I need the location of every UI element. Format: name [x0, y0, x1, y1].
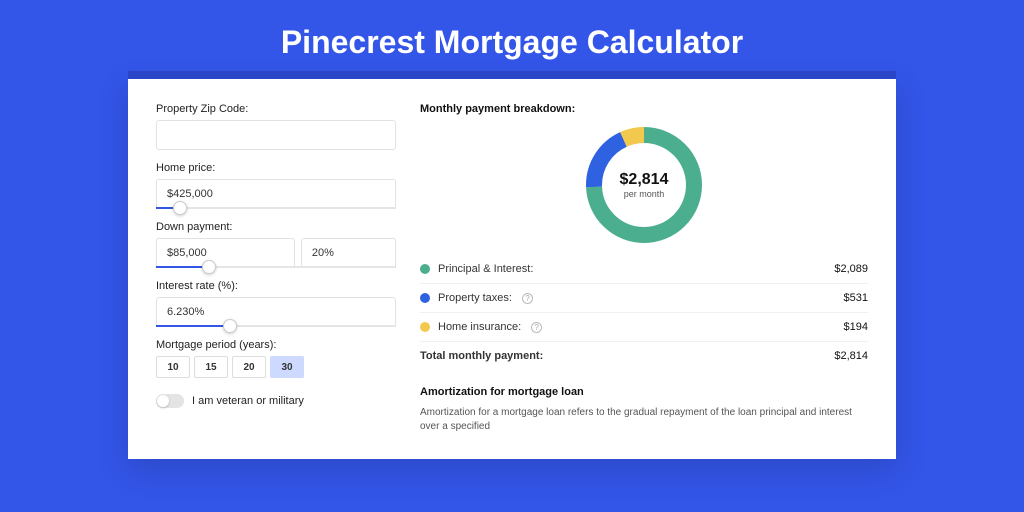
down-payment-amount-input[interactable] — [156, 238, 295, 268]
calculator-card: Property Zip Code: Home price: Down paym… — [128, 79, 896, 459]
home-price-slider-thumb[interactable] — [173, 201, 187, 215]
period-button-15[interactable]: 15 — [194, 356, 228, 378]
donut-amount: $2,814 — [620, 171, 669, 189]
zip-input[interactable] — [156, 120, 396, 150]
interest-rate-field-group: Interest rate (%): — [156, 280, 396, 327]
help-icon[interactable]: ? — [531, 322, 542, 333]
down-payment-percent-input[interactable] — [301, 238, 396, 268]
legend-row-ins: Home insurance: ? $194 — [420, 313, 868, 342]
legend-row-pi: Principal & Interest: $2,089 — [420, 255, 868, 284]
breakdown-legend: Principal & Interest: $2,089Property tax… — [420, 255, 868, 342]
interest-rate-label: Interest rate (%): — [156, 280, 396, 292]
home-price-input[interactable] — [156, 179, 396, 209]
veteran-toggle-label: I am veteran or military — [192, 395, 304, 407]
breakdown-column: Monthly payment breakdown: $2,814 per mo… — [420, 103, 868, 459]
mortgage-period-label: Mortgage period (years): — [156, 339, 396, 351]
donut-center: $2,814 per month — [584, 125, 704, 245]
total-row: Total monthly payment: $2,814 — [420, 342, 868, 370]
help-icon[interactable]: ? — [522, 293, 533, 304]
legend-value: $2,089 — [834, 263, 868, 275]
zip-label: Property Zip Code: — [156, 103, 396, 115]
home-price-slider[interactable] — [156, 207, 396, 209]
veteran-toggle-row: I am veteran or military — [156, 394, 396, 408]
period-button-30[interactable]: 30 — [270, 356, 304, 378]
home-price-field-group: Home price: — [156, 162, 396, 209]
period-button-10[interactable]: 10 — [156, 356, 190, 378]
home-price-label: Home price: — [156, 162, 396, 174]
period-button-20[interactable]: 20 — [232, 356, 266, 378]
form-column: Property Zip Code: Home price: Down paym… — [156, 103, 396, 459]
down-payment-slider[interactable] — [156, 266, 396, 268]
interest-rate-slider[interactable] — [156, 325, 396, 327]
total-value: $2,814 — [834, 350, 868, 362]
donut-sub: per month — [624, 189, 665, 199]
donut-chart-wrap: $2,814 per month — [420, 125, 868, 245]
amortization-text: Amortization for a mortgage loan refers … — [420, 406, 868, 434]
breakdown-title: Monthly payment breakdown: — [420, 103, 868, 115]
legend-label: Home insurance: — [438, 321, 521, 333]
legend-dot-icon — [420, 293, 430, 303]
legend-value: $194 — [844, 321, 868, 333]
legend-row-tax: Property taxes: ? $531 — [420, 284, 868, 313]
page-header: Pinecrest Mortgage Calculator — [0, 0, 1024, 79]
mortgage-period-field-group: Mortgage period (years): 10152030 — [156, 339, 396, 378]
interest-rate-input[interactable] — [156, 297, 396, 327]
legend-label: Principal & Interest: — [438, 263, 533, 275]
down-payment-label: Down payment: — [156, 221, 396, 233]
page-title: Pinecrest Mortgage Calculator — [0, 24, 1024, 61]
down-payment-slider-thumb[interactable] — [202, 260, 216, 274]
zip-field-group: Property Zip Code: — [156, 103, 396, 150]
legend-value: $531 — [844, 292, 868, 304]
interest-rate-slider-thumb[interactable] — [223, 319, 237, 333]
down-payment-field-group: Down payment: — [156, 221, 396, 268]
legend-dot-icon — [420, 264, 430, 274]
legend-dot-icon — [420, 322, 430, 332]
total-label: Total monthly payment: — [420, 350, 543, 362]
amortization-title: Amortization for mortgage loan — [420, 386, 868, 398]
veteran-toggle[interactable] — [156, 394, 184, 408]
donut-chart: $2,814 per month — [584, 125, 704, 245]
legend-label: Property taxes: — [438, 292, 512, 304]
